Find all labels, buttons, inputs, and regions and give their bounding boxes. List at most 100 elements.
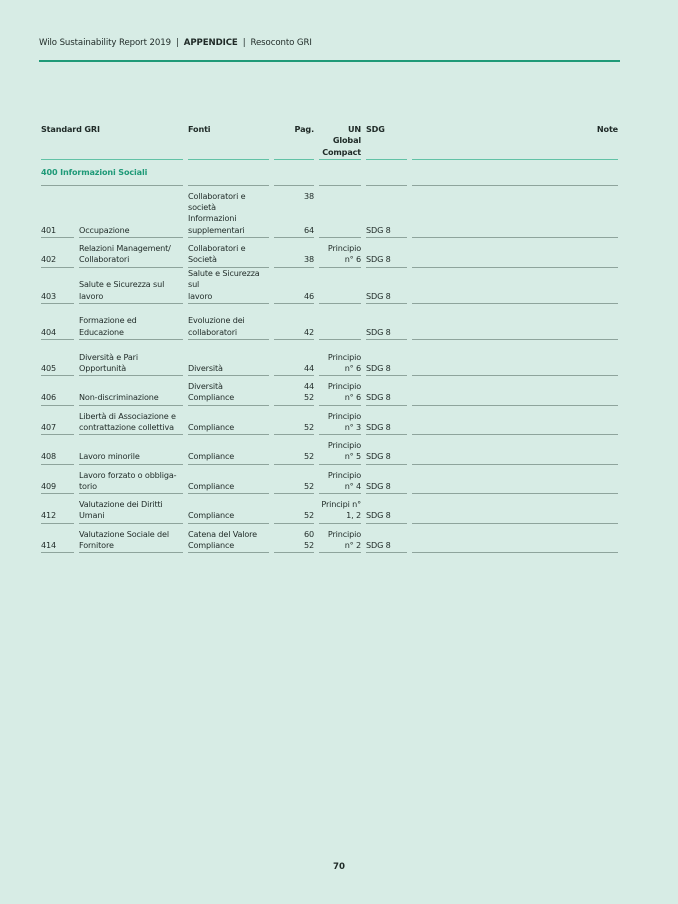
sdg: SDG 8 [366,465,407,495]
un-global-compact-line: Principio [327,381,361,392]
page-ref: 42 [274,304,314,341]
page-ref-line: 52 [304,421,314,432]
gri-topic-line: Lavoro forzato o obbliga- [79,469,177,480]
page-ref-line: 52 [304,451,314,462]
un-global-compact: Principio n° 5 [319,435,361,465]
page-ref: 38 64 [274,186,314,239]
note [412,494,618,524]
gri-topic-line: Valutazione dei Diritti [79,499,163,510]
gri-topic-line: contrattazione collettiva [79,421,174,432]
fonti-line: Collaboratori e [188,190,246,201]
gri-code: 404 [41,304,74,341]
un-global-compact-line: n° 6 [344,254,361,265]
note [412,406,618,436]
gri-topic-line [79,340,81,350]
un-global-compact: Principio n° 4 [319,465,361,495]
fonti: Collaboratori e società Informazioni supple… [188,186,269,239]
gri-topic-line: Formazione ed Educazione [79,315,137,337]
page-ref-line: 44 [304,381,314,392]
fonti-line: Informazioni [188,213,237,224]
sdg: SDG 8 [366,268,407,304]
un-global-compact-line: Principio [327,528,361,539]
table-row: 414 Valutazione Sociale del Fornitore Caten… [41,524,618,554]
fonti-line: Compliance [188,451,235,462]
sdg: SDG 8 [366,376,407,406]
gri-code: 406 [41,376,74,406]
page-number: 70 [333,862,345,872]
note [412,465,618,495]
separator: | [242,38,246,48]
gri-topic: Diversità e Pari Opportunità [79,340,183,377]
fonti-line: lavoro [188,290,213,301]
un-global-compact: Principio n° 2 [319,524,361,554]
un-global-compact-line [359,225,361,235]
page-ref-line: 46 [304,290,314,301]
gri-code: 412 [41,494,74,524]
page-ref: 52 [274,435,314,465]
un-global-compact-line: Principio [327,242,361,253]
page-ref-line [312,243,314,253]
gri-code: 407 [41,406,74,436]
fonti-line [188,499,190,509]
fonti-line [188,411,190,421]
col-header-pag: Pag. [274,124,314,161]
fonti: Diversità Compliance [188,376,269,406]
subsection-name: Resoconto GRI [250,38,312,48]
gri-code: 405 [41,340,74,377]
un-global-compact-line: Principio [327,469,361,480]
fonti-line [188,470,190,480]
un-global-compact-line: n° 4 [344,480,361,491]
un-global-compact-line: Principio [327,410,361,421]
note [412,304,618,341]
fonti-line: Compliance [188,539,235,550]
un-global-compact-line: n° 5 [344,451,361,462]
table-row: 402 Relazioni Management/Collaboratori Col… [41,238,618,268]
fonti-line: Compliance [188,392,235,403]
note [412,186,618,239]
un-global-compact-line: n° 3 [344,421,361,432]
gri-topic: Valutazione dei Diritti Umani [79,494,183,524]
table-row: 407 Libertà di Associazione e contrattazio… [41,406,618,436]
header-rule [39,60,620,62]
gri-topic-line [79,440,81,450]
page-ref-line [312,470,314,480]
table-row: 403 Salute e Sicurezza sul lavoro Salute … [41,268,618,304]
un-global-compact: Principi n° 1, 2 [319,494,361,524]
un-global-compact-line [359,291,361,301]
gri-topic: Formazione ed Educazione [79,304,183,341]
un-global-compact [319,186,361,239]
note [412,238,618,268]
report-title: Wilo Sustainability Report 2019 [39,38,171,48]
fonti-line: Società [188,254,217,265]
un-global-compact [319,304,361,341]
page-ref: 44 52 [274,376,314,406]
un-global-compact-line [359,279,361,289]
col-header-standard: Standard GRI [41,124,183,161]
page-ref-line [312,499,314,509]
un-global-compact-line: Principio [327,351,361,362]
page-ref-line [312,213,314,223]
gri-code: 409 [41,465,74,495]
page-ref-line [312,279,314,289]
page-ref: 52 [274,406,314,436]
gri-code: 401 [41,186,74,239]
table-row: 412 Valutazione dei Diritti Umani Complian… [41,494,618,524]
fonti: Compliance [188,465,269,495]
gri-code: 403 [41,268,74,304]
note [412,524,618,554]
gri-topic-line: Relazioni Management/ [79,242,171,253]
gri-topic: Libertà di Associazione e contrattazione … [79,406,183,436]
separator: | [175,38,179,48]
gri-topic: Salute e Sicurezza sul lavoro [79,268,183,304]
note [412,268,618,304]
table-header-row: Standard GRI Fonti Pag. UN Global Compact… [41,124,618,161]
running-header: Wilo Sustainability Report 2019 | APPENDIC… [39,38,312,48]
fonti-line: Collaboratori e [188,242,246,253]
page-ref: 38 [274,238,314,268]
gri-table: Standard GRI Fonti Pag. UN Global Compact… [36,124,623,554]
un-global-compact-line: n° 2 [344,539,361,550]
col-header-ungc-line2: Compact [322,146,361,157]
gri-topic-line [79,268,81,278]
gri-code: 408 [41,435,74,465]
page-ref: 52 [274,465,314,495]
